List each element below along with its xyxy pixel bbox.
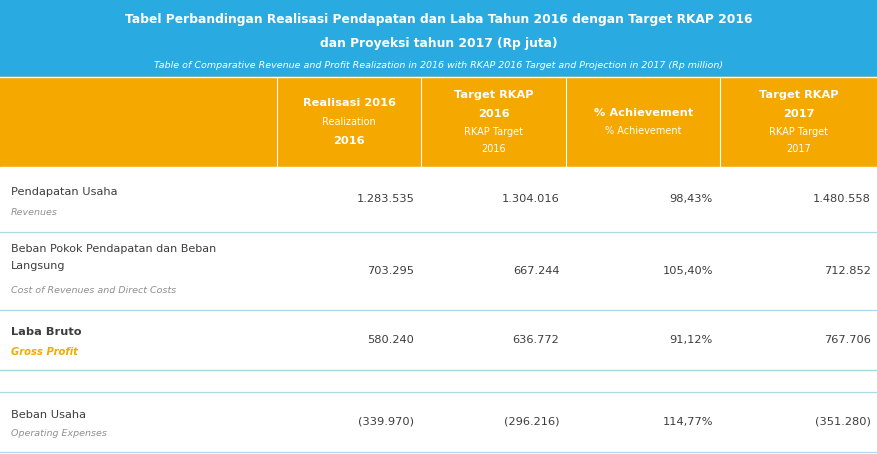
Text: 2016: 2016 [477,109,510,118]
Text: (296.216): (296.216) [503,417,559,427]
Text: 2016: 2016 [332,136,365,146]
Text: dan Proyeksi tahun 2017 (Rp juta): dan Proyeksi tahun 2017 (Rp juta) [320,38,557,50]
Text: 91,12%: 91,12% [669,335,712,345]
Text: 580.240: 580.240 [367,335,414,345]
Text: % Achievement: % Achievement [593,108,692,118]
Text: 1.304.016: 1.304.016 [501,194,559,204]
Text: RKAP Target: RKAP Target [768,128,828,138]
Text: 712.852: 712.852 [824,266,870,276]
Text: Table of Comparative Revenue and Profit Realization in 2016 with RKAP 2016 Targe: Table of Comparative Revenue and Profit … [154,61,723,70]
Bar [0,452,877,454]
Bar [0,392,877,452]
Text: Target RKAP: Target RKAP [759,90,838,100]
Text: 98,43%: 98,43% [669,194,712,204]
Text: Target RKAP: Target RKAP [453,90,533,100]
Text: Laba Bruto: Laba Bruto [11,327,81,337]
Text: 1.480.558: 1.480.558 [812,194,870,204]
Text: 2017: 2017 [782,109,814,118]
Text: Beban Pokok Pendapatan dan Beban: Beban Pokok Pendapatan dan Beban [11,244,216,254]
Bar [0,232,877,310]
Bar [0,55,877,77]
Text: Realisasi 2016: Realisasi 2016 [303,99,395,109]
Text: 636.772: 636.772 [512,335,559,345]
Text: Operating Expenses: Operating Expenses [11,429,106,439]
Text: Gross Profit: Gross Profit [11,347,77,357]
Bar [0,167,877,232]
Bar [0,77,877,167]
Text: Revenues: Revenues [11,208,57,217]
Text: 703.295: 703.295 [367,266,414,276]
Text: Realization: Realization [322,117,375,127]
Text: 114,77%: 114,77% [661,417,712,427]
Bar [0,310,877,370]
Text: 1.283.535: 1.283.535 [356,194,414,204]
Bar [0,370,877,392]
Text: Tabel Perbandingan Realisasi Pendapatan dan Laba Tahun 2016 dengan Target RKAP 2: Tabel Perbandingan Realisasi Pendapatan … [125,13,752,26]
Text: 667.244: 667.244 [512,266,559,276]
Text: 767.706: 767.706 [824,335,870,345]
Bar [0,0,877,55]
Text: Langsung: Langsung [11,261,65,271]
Text: 105,40%: 105,40% [661,266,712,276]
Text: (351.280): (351.280) [814,417,870,427]
Text: Cost of Revenues and Direct Costs: Cost of Revenues and Direct Costs [11,286,175,295]
Text: (339.970): (339.970) [358,417,414,427]
Text: Beban Usaha: Beban Usaha [11,410,85,420]
Text: 2016: 2016 [481,144,506,154]
Text: 2017: 2017 [786,144,810,154]
Text: % Achievement: % Achievement [604,126,681,136]
Text: Pendapatan Usaha: Pendapatan Usaha [11,187,117,197]
Text: RKAP Target: RKAP Target [464,128,523,138]
